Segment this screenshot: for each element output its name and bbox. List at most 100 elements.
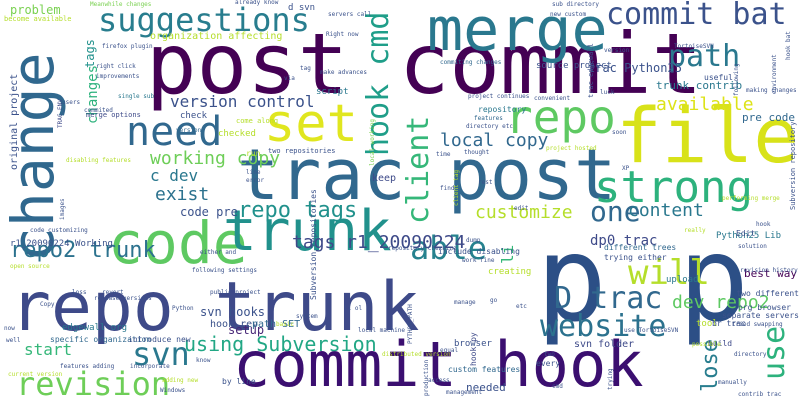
word: make advances	[320, 69, 367, 76]
word: possible	[692, 341, 721, 348]
word: commiting changes	[440, 59, 502, 66]
word: Python	[172, 305, 194, 312]
word: making changes	[746, 87, 797, 94]
word: line	[246, 169, 261, 176]
word: trac edgewall	[587, 43, 595, 98]
word: tried swapping	[732, 321, 783, 328]
word: run	[246, 149, 261, 158]
word: use TortoiseSVN	[624, 327, 679, 334]
word: revision	[16, 365, 171, 400]
word: revert	[102, 289, 124, 296]
word: convenient	[534, 95, 571, 102]
word: code customizing	[30, 227, 88, 234]
word: include disabling	[438, 247, 520, 256]
word: p p	[536, 210, 750, 348]
word: svn folder	[574, 339, 635, 350]
word: work fine	[462, 257, 495, 264]
word: browser	[454, 339, 492, 349]
word: cmd	[552, 383, 563, 390]
word: servers call	[328, 11, 372, 18]
word: project continues	[468, 93, 530, 100]
word: using Subversion	[184, 332, 377, 356]
word: hook rev	[210, 319, 259, 330]
word: soon	[612, 129, 627, 136]
word: will	[628, 253, 710, 293]
word: access	[428, 377, 450, 384]
word: custom features	[448, 365, 521, 374]
word: disabling features	[66, 157, 132, 164]
word: firefox plugin	[102, 43, 153, 50]
word: client	[401, 115, 436, 224]
word: needed	[466, 381, 506, 394]
word: hook bat	[785, 31, 792, 60]
word: edgewall org	[62, 323, 128, 333]
word: luck	[600, 89, 615, 96]
word: tool	[696, 319, 718, 329]
word: thought	[464, 149, 490, 156]
word: equal	[440, 347, 459, 354]
word: path SET	[252, 319, 301, 330]
word: local working	[369, 119, 376, 166]
word: hook py	[469, 332, 478, 366]
word: upload	[666, 275, 699, 285]
word: commited	[84, 107, 113, 114]
word: svn	[132, 335, 190, 373]
word: build	[708, 339, 733, 348]
word: system	[296, 313, 318, 320]
word: XP	[622, 165, 630, 172]
word: directory etc	[466, 123, 513, 130]
word: checked	[218, 129, 256, 139]
word: org browser	[738, 303, 791, 312]
word: Subversion repository	[789, 121, 797, 210]
word: working copy	[150, 148, 281, 169]
word: different trees	[604, 243, 677, 252]
word: organization affecting	[150, 31, 283, 42]
word: D trac	[554, 281, 663, 316]
word: Edit	[736, 229, 756, 238]
word: public project	[210, 289, 261, 296]
word: code pre	[180, 205, 238, 219]
word: adding new	[162, 377, 199, 384]
word: well	[6, 337, 21, 344]
word: TRAC_ENV	[57, 99, 64, 128]
word: strong	[594, 162, 753, 213]
word: trac Python25	[588, 61, 682, 75]
word: setup	[228, 323, 265, 337]
word: repository checking	[388, 245, 457, 252]
word: two different	[736, 289, 799, 298]
word: Copy c	[40, 301, 62, 308]
word: merge	[427, 0, 608, 65]
word: script	[316, 87, 349, 97]
word: know	[196, 357, 211, 364]
word: website	[540, 309, 667, 344]
word: come along	[236, 117, 279, 125]
word: manage	[454, 299, 476, 306]
word: problem	[10, 3, 61, 17]
word: able	[410, 229, 488, 267]
word: client tag	[453, 169, 460, 206]
word: commit bat	[606, 0, 787, 32]
word: two repositories	[268, 147, 336, 155]
word: dev repo2	[672, 292, 770, 313]
word: available	[656, 94, 754, 115]
word: following	[733, 63, 740, 96]
word: tag	[300, 65, 311, 72]
word: new custom	[550, 11, 587, 18]
word: incorporate	[130, 363, 170, 370]
word: edit	[514, 205, 529, 212]
word: suggestions	[98, 1, 310, 39]
word: via	[284, 75, 295, 82]
word: set	[264, 94, 358, 154]
word: Subversion repositories	[309, 189, 318, 300]
word: introduce new	[128, 335, 191, 344]
word: version	[604, 47, 630, 54]
word: tags	[83, 39, 97, 68]
word: d svn	[288, 3, 316, 13]
word: version	[176, 127, 202, 134]
word: find	[440, 185, 455, 192]
word: release versions	[94, 295, 152, 302]
word: c dev	[150, 166, 199, 185]
word: directory	[734, 351, 767, 358]
word: code	[108, 209, 248, 277]
